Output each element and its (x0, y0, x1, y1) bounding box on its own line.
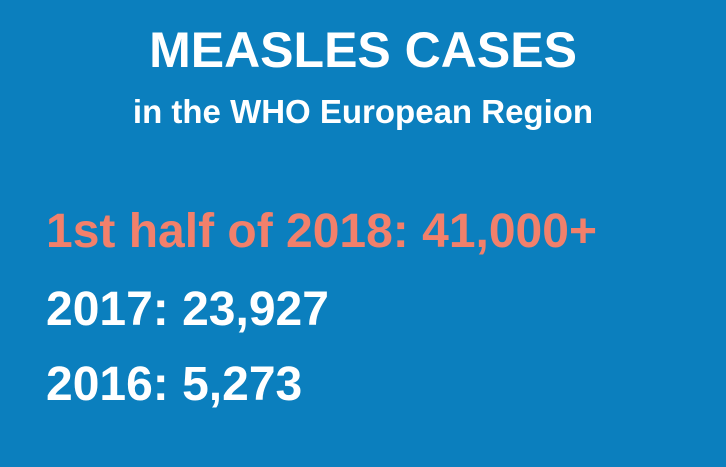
stat-2018-first-half: 1st half of 2018: 41,000+ (46, 205, 597, 258)
subtitle: in the WHO European Region (132, 93, 594, 130)
stat-2016: 2016: 5,273 (46, 358, 303, 411)
stat-2017: 2017: 23,927 (46, 283, 329, 336)
title: MEASLES CASES (149, 22, 577, 78)
